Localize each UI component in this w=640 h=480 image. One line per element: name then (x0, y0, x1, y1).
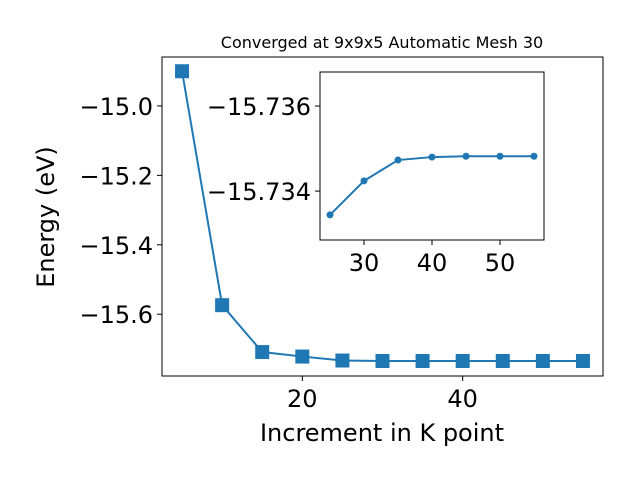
x-tick-label: 20 (287, 385, 318, 413)
marker (175, 64, 190, 79)
x-axis-label: Increment in K point (260, 419, 504, 447)
y-axis-label: Energy (eV) (32, 146, 60, 288)
marker (394, 156, 402, 164)
y-tick-label: −15.2 (79, 162, 153, 190)
marker (428, 153, 436, 161)
marker (375, 354, 390, 369)
y-tick-label: −15.734 (207, 178, 311, 206)
marker (455, 354, 470, 369)
marker (535, 354, 550, 369)
marker (495, 354, 510, 369)
y-tick-label: −15.736 (207, 93, 311, 121)
x-tick-label: 40 (417, 249, 448, 277)
marker (295, 349, 310, 364)
marker (462, 152, 470, 160)
marker (255, 345, 270, 360)
y-tick-label: −15.0 (79, 93, 153, 121)
marker (215, 298, 230, 313)
marker (360, 177, 368, 185)
x-tick-label: 30 (349, 249, 380, 277)
y-tick-label: −15.6 (79, 301, 153, 329)
x-tick-label: 40 (447, 385, 478, 413)
marker (415, 354, 430, 369)
marker (496, 152, 504, 160)
x-tick-label: 50 (485, 249, 516, 277)
marker (530, 152, 538, 160)
y-tick-label: −15.4 (79, 232, 153, 260)
marker (326, 211, 334, 219)
marker (575, 354, 590, 369)
marker (335, 353, 350, 368)
chart-title: Converged at 9x9x5 Automatic Mesh 30 (221, 33, 543, 52)
